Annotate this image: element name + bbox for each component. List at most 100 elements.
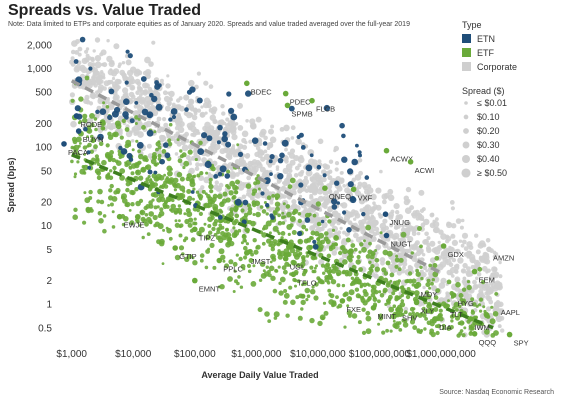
scatter-point [146,111,154,119]
scatter-point [97,80,102,85]
scatter-point [327,288,332,293]
scatter-point [166,227,172,234]
scatter-point [163,95,171,102]
scatter-point [304,212,311,219]
trend-line-corporate [70,79,442,275]
scatter-point [500,328,505,333]
scatter-point [448,245,452,249]
scatter-point [196,173,201,178]
scatter-point [331,198,338,205]
scatter-point [207,196,213,202]
scatter-point [216,230,221,235]
scatter-point [225,141,232,148]
scatter-point [107,204,110,207]
scatter-point [103,80,110,87]
scatter-point [246,203,252,208]
scatter-point [285,313,290,318]
scatter-point [129,189,135,195]
scatter-point [105,143,110,148]
scatter-point [107,131,112,137]
scatter-point [255,246,259,250]
scatter-point [435,288,441,293]
scatter-point [142,70,148,76]
scatter-point [199,253,205,258]
scatter-point [461,298,466,303]
scatter-point [136,141,144,149]
scatter-point [262,227,266,231]
scatter-point [242,233,246,238]
scatter-point [176,98,181,103]
scatter-point [117,149,122,154]
scatter-point [216,227,221,232]
scatter-point [346,304,350,308]
scatter-point [336,201,341,205]
scatter-point [70,56,75,61]
scatter-point [331,210,339,218]
scatter-point [350,195,356,202]
scatter-point [257,187,261,191]
scatter-point [374,258,380,263]
scatter-point [402,265,406,270]
scatter-point [113,43,120,50]
scatter-point [108,60,115,68]
scatter-point [156,197,162,203]
scatter-point [455,248,461,255]
scatter-point [310,230,316,236]
scatter-point [196,71,201,76]
scatter-point [248,258,254,263]
scatter-point [169,135,176,141]
scatter-point [170,108,178,115]
scatter-point [484,282,490,289]
scatter-point [130,86,135,90]
labeled-point-ugl [282,255,289,262]
scatter-point [99,199,105,205]
scatter-point [165,83,171,89]
scatter-point [331,250,338,256]
scatter-point [394,217,400,223]
scatter-point [97,84,105,91]
scatter-point [140,167,146,173]
scatter-point [300,299,306,306]
scatter-point [127,75,135,82]
scatter-point [225,184,229,188]
scatter-point [353,232,359,239]
scatter-point [327,207,333,213]
scatter-point [235,172,240,177]
scatter-point [238,256,243,262]
scatter-point [92,49,96,53]
scatter-point [201,157,208,163]
scatter-point [85,99,91,105]
scatter-point [457,257,464,264]
scatter-point [312,213,317,218]
scatter-point [144,83,150,89]
scatter-point [317,320,323,327]
scatter-point [468,331,473,336]
scatter-point [456,333,461,338]
scatter-point [240,264,246,269]
scatter-point [150,192,156,197]
scatter-point [125,187,130,193]
scatter-point [208,107,214,113]
scatter-point [402,261,408,267]
scatter-point [208,183,214,190]
scatter-point [157,145,162,150]
scatter-point [366,214,370,219]
scatter-point [163,142,169,148]
scatter-point [74,105,81,112]
scatter-point [246,263,252,268]
scatter-point [176,104,182,110]
scatter-point [304,217,311,223]
scatter-point [364,175,370,180]
scatter-point [124,127,130,132]
scatter-point [432,276,440,283]
scatter-point [273,316,278,320]
scatter-point [188,161,192,166]
scatter-point [88,189,93,195]
scatter-point [134,101,139,105]
scatter-point [206,135,213,142]
scatter-point [171,102,176,107]
scatter-point [265,203,270,208]
scatter-point [216,140,221,145]
scatter-point [176,116,183,124]
scatter-point [90,137,96,143]
